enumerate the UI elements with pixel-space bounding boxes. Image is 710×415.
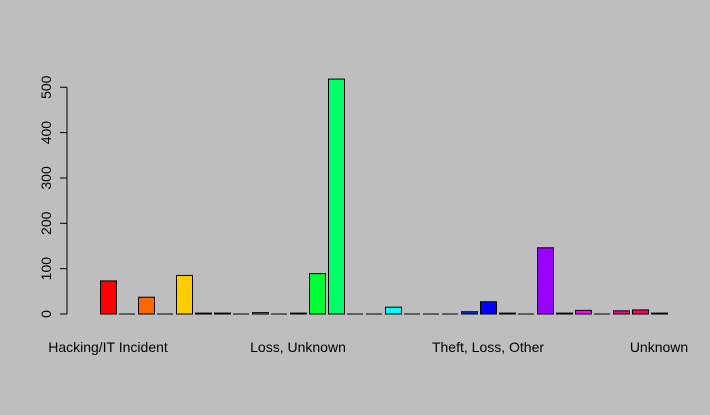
- bar: [632, 309, 649, 315]
- bar: [385, 306, 402, 315]
- y-tick-label: 200: [38, 211, 54, 235]
- bar: [176, 274, 193, 315]
- y-tick-label: 500: [38, 75, 54, 99]
- bar: [138, 296, 155, 315]
- y-tick-label: 0: [38, 310, 54, 318]
- bar: [461, 311, 478, 315]
- x-tick-label: Hacking/IT Incident: [48, 339, 168, 355]
- bar: [556, 312, 573, 315]
- bar: [651, 312, 668, 315]
- y-tick-label: 100: [38, 257, 54, 281]
- y-tick-label: 300: [38, 166, 54, 190]
- x-tick-label: Theft, Loss, Other: [432, 339, 544, 355]
- bar: [480, 301, 497, 315]
- bar: [575, 309, 592, 315]
- bar: [100, 280, 117, 315]
- x-axis-labels: Hacking/IT Incident Loss, Unknown Theft, L…: [48, 339, 688, 355]
- bar: [214, 312, 231, 315]
- y-axis: 0 100 200 300 400 500: [38, 75, 68, 318]
- bar: [252, 312, 269, 315]
- y-tick-label: 400: [38, 121, 54, 145]
- bar: [328, 78, 345, 315]
- bar: [613, 310, 630, 315]
- bar: [309, 273, 326, 315]
- bar: [290, 312, 307, 315]
- bar: [195, 312, 212, 315]
- bars: [100, 78, 668, 315]
- x-tick-label: Loss, Unknown: [250, 339, 346, 355]
- bar: [499, 312, 516, 315]
- x-tick-label: Unknown: [630, 339, 688, 355]
- bar: [537, 247, 554, 315]
